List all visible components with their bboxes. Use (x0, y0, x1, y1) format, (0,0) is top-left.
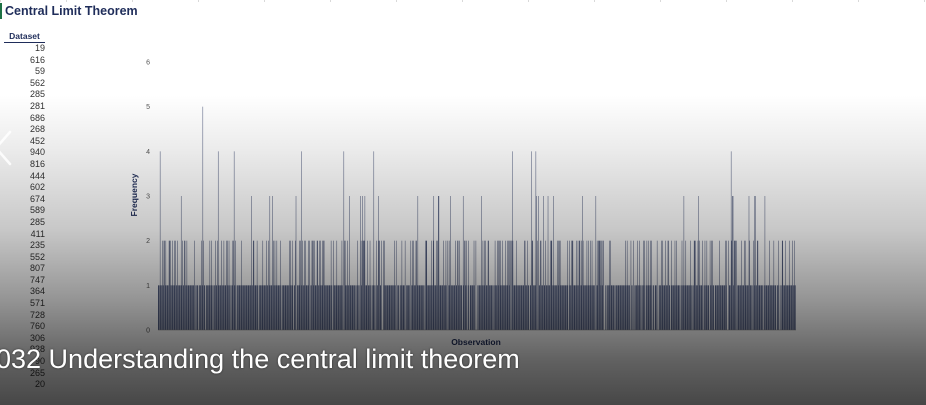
y-tick-label: 1 (146, 283, 150, 290)
active-cell-cursor (0, 3, 2, 19)
dataset-cell[interactable]: 19 (34, 43, 45, 53)
dataset-cell[interactable]: 306 (29, 332, 45, 343)
y-tick-label: 4 (146, 149, 150, 156)
dataset-cell[interactable]: 235 (29, 240, 45, 251)
dataset-cell[interactable]: 807 (29, 263, 45, 274)
dataset-cell[interactable]: 760 (29, 321, 45, 332)
y-axis-label: Frequency (129, 173, 139, 216)
y-tick-label: 6 (146, 60, 150, 67)
dataset-cell[interactable]: 674 (29, 193, 45, 204)
y-tick-label: 5 (146, 104, 150, 111)
dataset-cell[interactable]: 562 (29, 77, 45, 88)
column-gridlines (0, 0, 926, 2)
y-tick-label: 0 (146, 328, 150, 335)
dataset-cell[interactable]: 552 (29, 251, 45, 262)
dataset-cell[interactable]: 411 (30, 228, 45, 239)
dataset-cell[interactable]: 728 (29, 309, 45, 320)
dataset-column: 19 616 59 562 285 281 686 268 452 940 816 444 602 674… (0, 43, 45, 391)
dataset-cell[interactable]: 281 (29, 100, 45, 111)
dataset-cell[interactable]: 364 (29, 286, 45, 297)
video-caption: 032 Understanding the central limit theo… (0, 344, 520, 374)
dataset-cell[interactable]: 589 (29, 205, 45, 216)
y-tick-label: 3 (146, 194, 150, 201)
y-tick-label: 2 (146, 238, 150, 245)
dataset-cell[interactable]: 20 (34, 379, 45, 390)
y-axis-ticks: 0 1 2 3 4 5 6 (146, 60, 150, 335)
dataset-header[interactable]: Dataset (4, 31, 45, 43)
chevron-left-icon[interactable] (0, 128, 16, 168)
dataset-cell[interactable]: 602 (29, 182, 45, 193)
dataset-cell[interactable]: 285 (29, 216, 45, 227)
dataset-cell[interactable]: 616 (29, 54, 45, 65)
dataset-cell[interactable]: 444 (29, 170, 45, 181)
sheet-title[interactable]: Central Limit Theorem (5, 4, 138, 18)
dataset-cell[interactable]: 285 (29, 89, 45, 100)
dataset-cell[interactable]: 686 (29, 112, 45, 123)
dataset-cell[interactable]: 59 (34, 66, 45, 77)
chart-bars (158, 106, 796, 330)
dataset-cell[interactable]: 571 (29, 298, 45, 309)
dataset-cell[interactable]: 747 (29, 274, 45, 285)
